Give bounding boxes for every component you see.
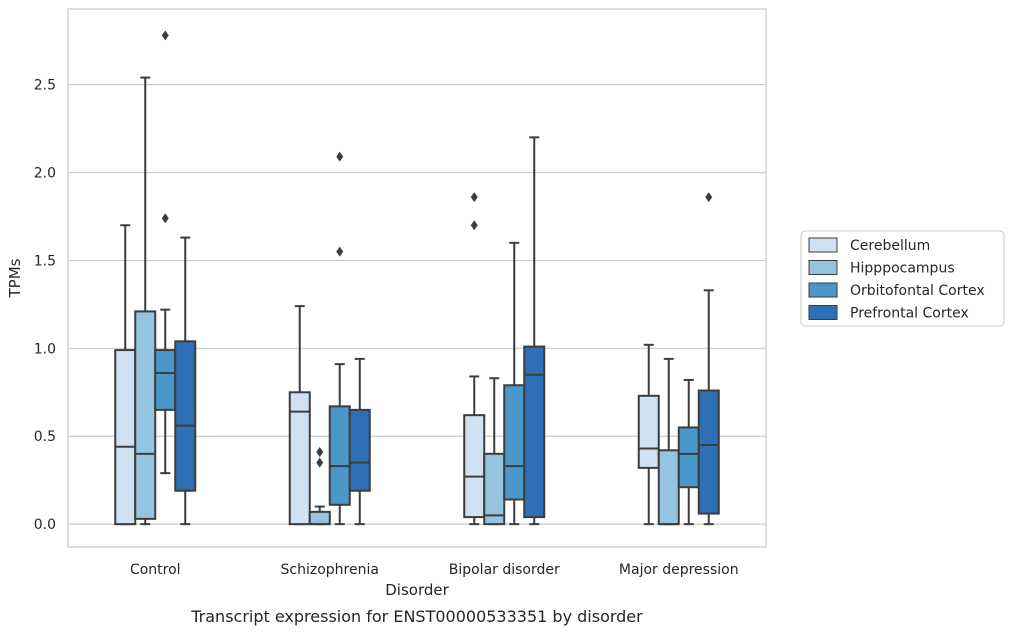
box-body: [134, 310, 157, 520]
box-1-1: [308, 447, 331, 526]
box-body: [154, 349, 177, 411]
legend-frame: [800, 230, 1005, 327]
outlier-point: [316, 447, 324, 458]
box-body: [503, 384, 526, 501]
box-body: [174, 340, 197, 492]
box-1-3: [348, 357, 371, 526]
x-tick-label: Bipolar disorder: [449, 562, 560, 578]
box-body: [328, 405, 351, 506]
box-2-2: [503, 241, 526, 526]
y-tick-label: 2.0: [34, 166, 56, 182]
outlier-point: [470, 192, 478, 203]
plot-frame: [67, 8, 767, 548]
outlier-point: [470, 220, 478, 231]
box-body: [677, 426, 700, 489]
x-axis-title: Disorder: [385, 581, 449, 599]
y-tick-label: 1.5: [34, 253, 56, 269]
legend-label: Cerebellum: [850, 238, 930, 254]
legend: Cerebellum Hipppocampus Orbitofontal Corte…: [800, 230, 1005, 327]
boxes: [114, 30, 720, 526]
x-tick-label: Control: [130, 562, 181, 578]
y-tick-label: 2.5: [34, 78, 56, 94]
outlier-point: [336, 246, 344, 257]
chart-caption: Transcript expression for ENST0000053335…: [190, 607, 643, 626]
outlier-point: [161, 30, 169, 41]
box-body: [114, 349, 137, 526]
box-1-2: [328, 151, 351, 526]
box-body: [483, 452, 506, 526]
legend-label: Orbitofontal Cortex: [850, 283, 985, 299]
box-body: [697, 389, 720, 515]
box-2-1: [483, 377, 506, 526]
box-body: [308, 510, 331, 526]
box-1-0: [288, 305, 311, 526]
box-0-0: [114, 224, 137, 526]
legend-swatch: [808, 282, 838, 298]
box-0-1: [134, 76, 157, 526]
y-tick-label: 0.0: [34, 517, 56, 533]
box-2-3: [523, 136, 546, 526]
box-body: [288, 391, 311, 526]
box-3-3: [697, 192, 720, 526]
outlier-point: [316, 457, 324, 468]
x-tick-label: Major depression: [619, 562, 739, 578]
box-body: [523, 345, 546, 519]
y-tick-label: 0.5: [34, 429, 56, 445]
x-tick-labels: Control Schizophrenia Bipolar disorder Majo…: [130, 562, 739, 578]
legend-label: Prefrontal Cortex: [850, 306, 969, 322]
outlier-point: [336, 151, 344, 162]
x-tick-label: Schizophrenia: [281, 562, 379, 578]
box-body: [348, 408, 371, 492]
box-body: [657, 449, 680, 526]
box-body: [463, 414, 486, 519]
legend-swatch: [808, 305, 838, 320]
box-2-0: [463, 192, 486, 526]
y-tick-label: 1.0: [34, 341, 56, 357]
y-tick-labels: 0.0 0.5 1.0 1.5 2.0 2.5: [34, 78, 56, 534]
box-3-0: [637, 343, 660, 526]
y-axis-title: TPMs: [6, 258, 24, 298]
outlier-point: [161, 213, 169, 224]
legend-swatch: [808, 260, 838, 275]
legend-swatch: [808, 237, 838, 253]
box-0-3: [174, 236, 197, 526]
outlier-point: [705, 192, 713, 203]
legend-label: Hipppocampus: [850, 261, 955, 277]
box-body: [637, 394, 660, 469]
